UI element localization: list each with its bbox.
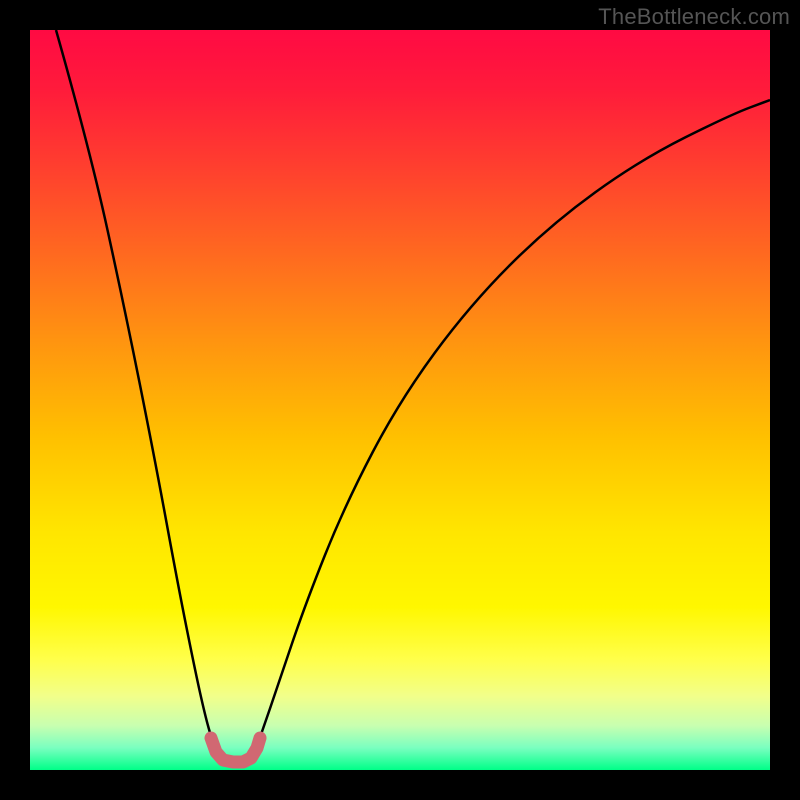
- plot-area: [30, 30, 770, 770]
- chart-container: TheBottleneck.com: [0, 0, 800, 800]
- v-curve: [56, 30, 770, 762]
- bottom-highlight: [211, 738, 260, 762]
- watermark-text: TheBottleneck.com: [598, 4, 790, 30]
- curve-overlay: [30, 30, 770, 770]
